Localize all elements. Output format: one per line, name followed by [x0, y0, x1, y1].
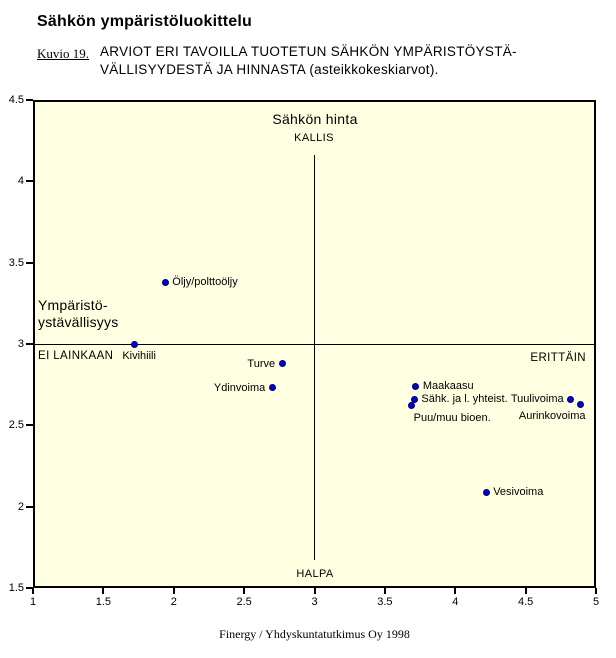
- price-axis-high-label: KALLIS: [294, 132, 334, 144]
- figure-caption-line-2: VÄLLISYYDESTÄ JA HINNASTA (asteikkokeski…: [100, 61, 439, 77]
- y-axis-tick-label: 4.5: [8, 94, 24, 106]
- y-axis-tick-label: 2: [17, 500, 24, 513]
- y-axis-tick-label: 2.5: [8, 419, 24, 432]
- x-axis-tick: [243, 588, 246, 594]
- plot-area: [33, 100, 596, 588]
- x-axis-tick-label: 3.5: [377, 596, 393, 608]
- x-axis-tick: [383, 588, 386, 594]
- x-axis-tick-label: 4: [452, 596, 459, 608]
- y-axis-tick: [26, 587, 33, 589]
- x-axis-tick-label: 1: [29, 596, 37, 608]
- figure-caption-line-1: ARVIOT ERI TAVOILLA TUOTETUN SÄHKÖN YMPÄ…: [100, 44, 517, 59]
- price-axis-low-label: HALPA: [296, 568, 334, 580]
- x-axis-tick: [454, 588, 457, 594]
- price-axis-title: Sähkön hinta: [272, 111, 358, 127]
- environment-axis-title: Ympäristö- ystävällisyys: [38, 297, 118, 331]
- y-axis-tick: [26, 343, 33, 345]
- x-axis-tick-label: 4.5: [517, 596, 534, 608]
- x-axis-tick-label: 3: [311, 596, 318, 608]
- environment-axis-title-line-1: Ympäristö-: [38, 297, 108, 313]
- environment-axis-title-line-2: ystävällisyys: [38, 314, 119, 330]
- x-axis-tick: [172, 588, 175, 594]
- y-axis-tick-label: 3: [17, 338, 24, 350]
- x-axis-tick-label: 2.5: [236, 596, 252, 608]
- x-axis-tick: [32, 588, 34, 594]
- y-axis-tick-label: 1.5: [8, 582, 24, 594]
- y-axis-tick-label: 4: [17, 175, 24, 188]
- page-title: Sähkön ympäristöluokittelu: [37, 13, 253, 30]
- environment-axis-low-label: EI LAINKAAN: [38, 350, 114, 362]
- x-axis-tick: [313, 588, 316, 594]
- x-axis-tick: [102, 588, 105, 594]
- figure-caption: ARVIOT ERI TAVOILLA TUOTETUN SÄHKÖN YMPÄ…: [100, 43, 517, 78]
- x-axis-tick: [595, 588, 597, 594]
- figure-number-label: Kuvio 19.: [37, 46, 89, 61]
- x-axis-tick-label: 2: [170, 596, 177, 608]
- source-credit: Finergy / Yhdyskuntatutkimus Oy 1998: [219, 627, 410, 641]
- x-axis-tick: [524, 588, 527, 594]
- y-axis-tick-label: 3.5: [8, 256, 24, 269]
- x-axis-tick-label: 1.5: [95, 596, 112, 608]
- y-axis-tick: [26, 505, 33, 508]
- environment-axis-high-label: ERITTÄIN: [530, 352, 586, 364]
- x-axis-tick-label: 5: [592, 596, 600, 608]
- y-axis-tick: [26, 99, 33, 101]
- y-axis-tick: [26, 261, 33, 264]
- y-axis-tick: [26, 180, 33, 183]
- y-axis-tick: [26, 424, 33, 427]
